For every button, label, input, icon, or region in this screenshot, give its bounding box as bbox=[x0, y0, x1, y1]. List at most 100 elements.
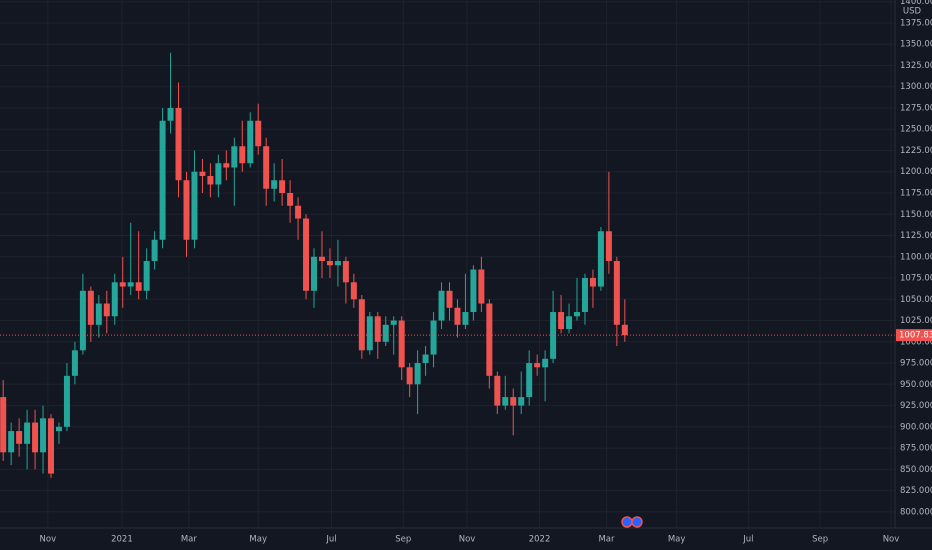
y-unit: USD bbox=[903, 7, 922, 17]
candle-body bbox=[581, 278, 588, 313]
candle-body bbox=[414, 363, 421, 385]
candle-body bbox=[87, 290, 94, 325]
x-tick-label: Nov bbox=[459, 535, 476, 545]
candle-body bbox=[454, 307, 461, 325]
x-tick-label: Jul bbox=[742, 535, 753, 545]
x-tick-label: Nov bbox=[40, 535, 57, 545]
y-tick-label: 1325.000 bbox=[900, 61, 932, 71]
x-tick-label: Mar bbox=[598, 535, 615, 545]
candle-body bbox=[366, 316, 373, 351]
y-tick-label: 1100.000 bbox=[900, 252, 932, 262]
axes: 800.000 825.000 850.000 875.000 900.000 925.0… bbox=[40, 0, 932, 545]
y-tick-label: 1075.000 bbox=[900, 274, 932, 284]
candle-body bbox=[613, 261, 620, 325]
candle-body bbox=[167, 107, 174, 121]
x-tick-label: Sep bbox=[812, 535, 828, 545]
x-tick-label: Mar bbox=[181, 535, 198, 545]
candle-body bbox=[48, 418, 55, 474]
y-tick-label: 1175.000 bbox=[900, 189, 932, 199]
candle-body bbox=[311, 256, 318, 291]
y-tick-label: 1350.000 bbox=[900, 40, 932, 50]
candle-body bbox=[318, 256, 325, 262]
x-tick-label: May bbox=[668, 535, 686, 545]
y-tick-label: 1125.000 bbox=[900, 231, 932, 241]
y-tick-label: 1200.000 bbox=[900, 167, 932, 177]
candle-body bbox=[470, 269, 477, 313]
y-tick-label: 950.000 bbox=[900, 380, 932, 390]
y-tick-label: 1375.000 bbox=[900, 18, 932, 28]
candle-body bbox=[159, 120, 166, 240]
x-tick-label: Nov bbox=[883, 535, 900, 545]
candle-body bbox=[8, 431, 15, 453]
candle-body bbox=[40, 418, 47, 453]
candle-body bbox=[478, 269, 485, 304]
y-tick-label: 800.000 bbox=[900, 507, 932, 517]
event-icon[interactable] bbox=[621, 516, 633, 528]
candle-body bbox=[422, 354, 429, 364]
candle-body bbox=[135, 282, 142, 291]
candle-body bbox=[263, 146, 270, 189]
candle-body bbox=[55, 426, 62, 432]
x-tick-label: Sep bbox=[395, 535, 411, 545]
candle-body bbox=[398, 320, 405, 368]
candle-body bbox=[358, 299, 365, 351]
y-tick-label: 975.000 bbox=[900, 359, 932, 369]
candle-body bbox=[342, 261, 349, 283]
candle-body bbox=[271, 180, 278, 189]
candle-body bbox=[406, 367, 413, 385]
y-tick-label: 1225.000 bbox=[900, 146, 932, 156]
candle-body bbox=[438, 290, 445, 321]
x-tick-label: Jul bbox=[325, 535, 336, 545]
candle-body bbox=[621, 324, 628, 336]
candle-body bbox=[542, 358, 549, 368]
candle-body bbox=[215, 163, 222, 185]
candle-body bbox=[0, 397, 7, 453]
x-tick-label: May bbox=[249, 535, 267, 545]
candle-body bbox=[589, 278, 596, 287]
y-tick-label: 1300.000 bbox=[900, 82, 932, 92]
candle-body bbox=[558, 312, 565, 330]
candle-body bbox=[374, 316, 381, 342]
candle-body bbox=[597, 231, 604, 287]
candle-body bbox=[390, 320, 397, 325]
y-tick-label: 1025.000 bbox=[900, 316, 932, 326]
candle-body bbox=[119, 282, 126, 287]
candle-body bbox=[127, 282, 134, 287]
candle-body bbox=[191, 171, 198, 240]
y-tick-label: 1275.000 bbox=[900, 103, 932, 113]
y-tick-label: 1250.000 bbox=[900, 125, 932, 135]
candle-body bbox=[502, 397, 509, 406]
x-tick-label: 2022 bbox=[529, 535, 551, 545]
candle-body bbox=[446, 290, 453, 308]
candle-body bbox=[566, 316, 573, 330]
candle-body bbox=[79, 290, 86, 351]
candle-body bbox=[430, 320, 437, 355]
candle-body bbox=[326, 261, 333, 266]
candle-body bbox=[486, 303, 493, 376]
candle-body bbox=[510, 397, 517, 406]
candle-body bbox=[231, 146, 238, 168]
candle-body bbox=[32, 422, 39, 453]
candle-body bbox=[223, 163, 230, 168]
y-tick-label: 925.000 bbox=[900, 401, 932, 411]
candle-body bbox=[16, 431, 23, 444]
candle-body bbox=[534, 363, 541, 368]
event-icon[interactable] bbox=[631, 516, 643, 528]
candle-body bbox=[207, 176, 214, 185]
y-tick-label: 1050.000 bbox=[900, 295, 932, 305]
candle-body bbox=[24, 422, 31, 444]
y-tick-label: 1150.000 bbox=[900, 210, 932, 220]
candle-body bbox=[382, 324, 389, 342]
y-tick-label: 900.000 bbox=[900, 422, 932, 432]
y-tick-label: 1400.000 bbox=[900, 0, 932, 7]
candle-body bbox=[103, 303, 110, 317]
y-tick-label: 875.000 bbox=[900, 444, 932, 454]
candle-body bbox=[605, 231, 612, 262]
last-price-label: 1007.833 bbox=[899, 331, 932, 341]
candle-body bbox=[334, 261, 341, 266]
candle-body bbox=[183, 180, 190, 240]
candle-body bbox=[287, 193, 294, 206]
y-tick-label: 850.000 bbox=[900, 465, 932, 475]
